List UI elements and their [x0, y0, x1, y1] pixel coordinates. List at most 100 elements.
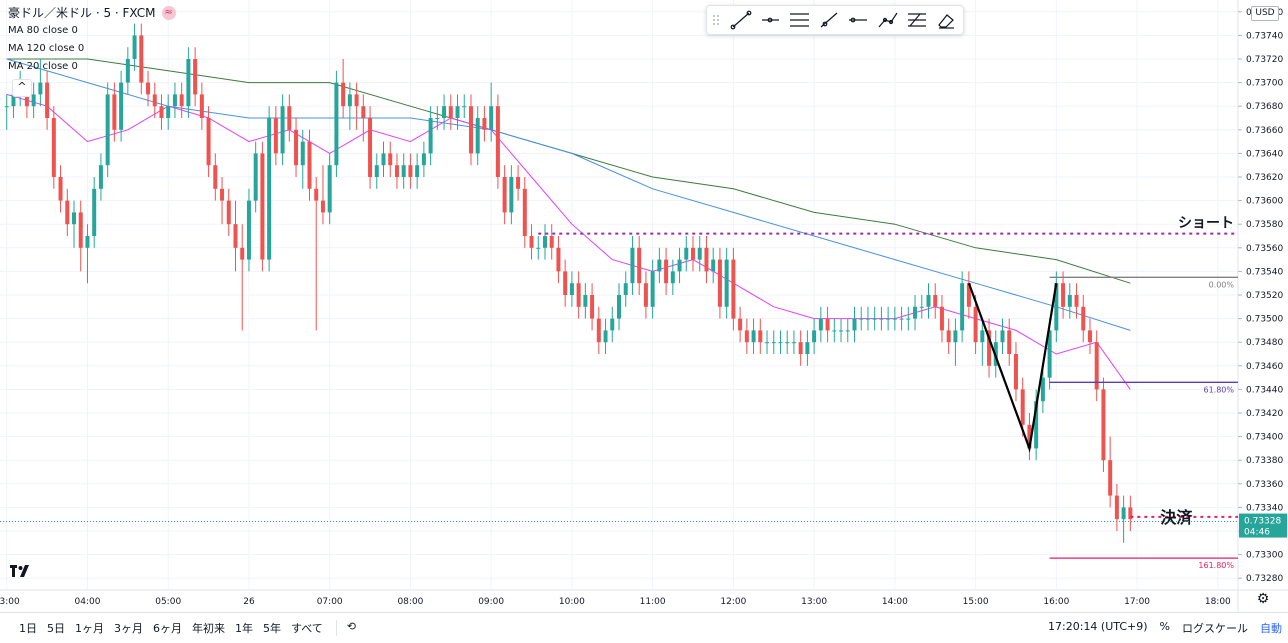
indicator-ma80[interactable]: MA 80 close 0: [8, 25, 78, 36]
candle-body[interactable]: [536, 247, 541, 249]
parallel-channel-icon[interactable]: [790, 13, 809, 27]
candle-body[interactable]: [946, 330, 951, 343]
candle-body[interactable]: [166, 106, 171, 118]
candle-body[interactable]: [341, 82, 346, 107]
candle-body[interactable]: [475, 118, 480, 154]
candle-body[interactable]: [65, 200, 70, 225]
candle-body[interactable]: [617, 295, 621, 319]
candle-body[interactable]: [24, 94, 29, 107]
candle-body[interactable]: [825, 318, 830, 331]
candle-body[interactable]: [45, 82, 50, 118]
candle-body[interactable]: [818, 318, 823, 331]
log-scale-toggle[interactable]: ログスケール: [1182, 622, 1248, 635]
candle-body[interactable]: [791, 342, 796, 344]
candle-body[interactable]: [926, 295, 931, 307]
candle-body[interactable]: [697, 247, 702, 260]
candle-body[interactable]: [78, 212, 83, 248]
candle-body[interactable]: [650, 271, 655, 307]
candle-body[interactable]: [865, 318, 870, 320]
range-5d[interactable]: 5日: [47, 622, 65, 635]
candle-body[interactable]: [213, 165, 218, 189]
candle-body[interactable]: [226, 200, 231, 225]
candle-body[interactable]: [428, 118, 433, 154]
candle-body[interactable]: [1087, 330, 1092, 343]
price-scale-panel[interactable]: [1238, 0, 1288, 612]
candle-body[interactable]: [92, 188, 97, 236]
candle-body[interactable]: [468, 106, 473, 154]
candle-body[interactable]: [603, 330, 608, 343]
candle-body[interactable]: [435, 118, 440, 119]
candle-body[interactable]: [569, 283, 574, 295]
candle-body[interactable]: [765, 342, 770, 344]
candle-body[interactable]: [1013, 354, 1018, 390]
candle-body[interactable]: [1034, 401, 1039, 449]
candle-body[interactable]: [368, 118, 373, 177]
candle-body[interactable]: [172, 94, 177, 107]
candle-body[interactable]: [906, 318, 911, 320]
candle-body[interactable]: [273, 118, 278, 154]
candle-body[interactable]: [939, 306, 944, 331]
candle-body[interactable]: [583, 295, 588, 307]
currency-selector[interactable]: USD: [1251, 6, 1279, 21]
candle-body[interactable]: [327, 165, 332, 213]
candle-body[interactable]: [374, 165, 379, 177]
candle-body[interactable]: [637, 247, 642, 284]
candle-body[interactable]: [913, 306, 918, 319]
range-1y[interactable]: 1年: [235, 622, 253, 635]
candle-body[interactable]: [987, 330, 992, 366]
candle-body[interactable]: [347, 94, 352, 107]
range-3m[interactable]: 3ヶ月: [114, 622, 143, 635]
candle-body[interactable]: [839, 330, 844, 332]
ray-icon[interactable]: [820, 12, 838, 28]
range-ytd[interactable]: 年初来: [192, 622, 225, 635]
range-all[interactable]: すべて: [291, 622, 323, 635]
candle-body[interactable]: [125, 59, 130, 83]
candle-body[interactable]: [85, 236, 90, 248]
candle-body[interactable]: [542, 236, 547, 248]
candle-body[interactable]: [240, 247, 245, 260]
candle-body[interactable]: [590, 295, 595, 319]
candle-body[interactable]: [455, 106, 460, 118]
candle-body[interactable]: [966, 283, 971, 307]
candle-body[interactable]: [711, 259, 716, 272]
candle-body[interactable]: [623, 283, 628, 295]
candle-body[interactable]: [886, 318, 891, 320]
candle-body[interactable]: [1108, 460, 1113, 496]
candle-body[interactable]: [294, 129, 299, 166]
candle-body[interactable]: [1040, 377, 1045, 402]
candle-body[interactable]: [206, 118, 211, 166]
candle-body[interactable]: [933, 295, 938, 307]
candle-body[interactable]: [199, 94, 204, 118]
candle-body[interactable]: [51, 118, 56, 177]
range-6m[interactable]: 6ヶ月: [153, 622, 182, 635]
auto-scale-toggle[interactable]: 自動: [1260, 622, 1282, 635]
candle-body[interactable]: [1047, 330, 1052, 378]
candle-body[interactable]: [482, 118, 487, 130]
candle-body[interactable]: [630, 247, 635, 284]
candle-body[interactable]: [549, 236, 554, 248]
candle-body[interactable]: [448, 106, 453, 118]
candle-body[interactable]: [280, 106, 285, 154]
path-icon[interactable]: [878, 12, 898, 28]
candle-body[interactable]: [529, 236, 534, 248]
symbol-title[interactable]: 豪ドル／米ドル · 5 · FXCM: [8, 6, 156, 20]
candle-body[interactable]: [421, 153, 426, 166]
candle-body[interactable]: [139, 35, 144, 83]
candle-body[interactable]: [408, 165, 413, 177]
go-to-date-icon[interactable]: ⟲: [335, 620, 361, 636]
candle-body[interactable]: [677, 259, 682, 272]
candle-body[interactable]: [58, 177, 63, 201]
candle-body[interactable]: [980, 330, 985, 343]
candle-body[interactable]: [509, 177, 514, 213]
candle-body[interactable]: [556, 247, 561, 272]
candle-body[interactable]: [785, 342, 790, 344]
candle-body[interactable]: [489, 106, 494, 130]
candle-body[interactable]: [381, 153, 386, 166]
candle-body[interactable]: [260, 153, 265, 260]
candle-body[interactable]: [267, 118, 272, 260]
candle-body[interactable]: [442, 106, 447, 118]
candle-body[interactable]: [31, 94, 36, 107]
candle-body[interactable]: [152, 94, 157, 107]
candle-body[interactable]: [1128, 507, 1133, 520]
candle-body[interactable]: [1121, 507, 1126, 520]
